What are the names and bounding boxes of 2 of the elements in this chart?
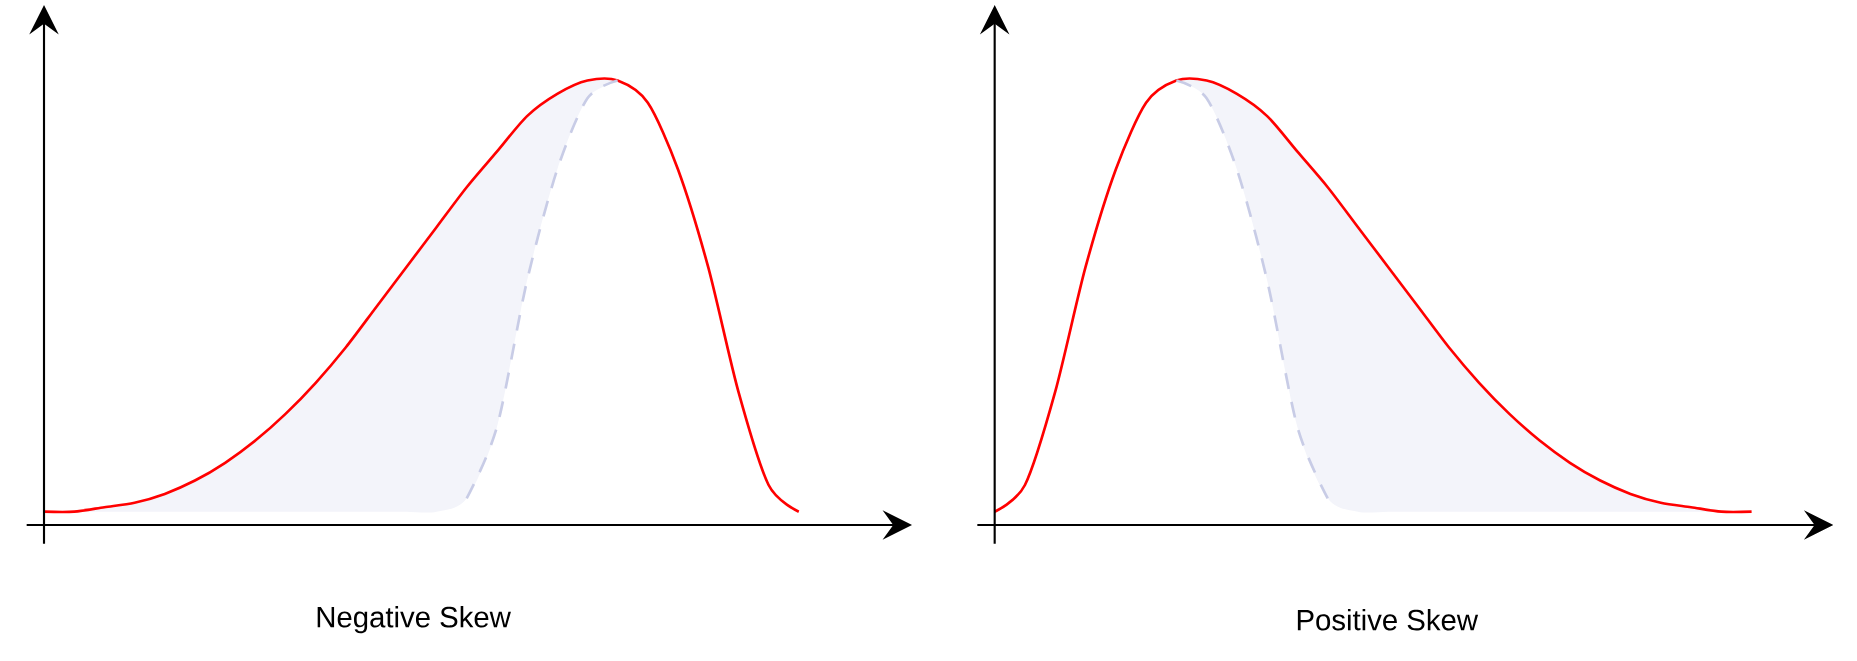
text: Positive Skew xyxy=(1297,608,1479,631)
text: Negative Skew xyxy=(317,605,511,634)
